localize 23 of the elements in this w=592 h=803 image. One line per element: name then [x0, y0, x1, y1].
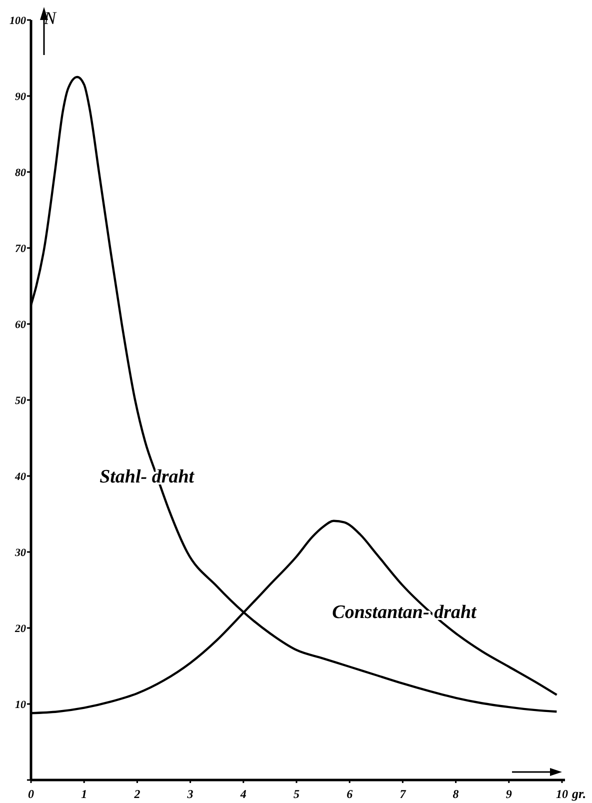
- y-tick-label: 100: [10, 14, 26, 27]
- x-tick-label: 5: [294, 787, 300, 801]
- y-tick-label: 20: [14, 622, 26, 635]
- series-label: Constantan- draht: [332, 602, 478, 623]
- y-tick-label: 90: [15, 90, 26, 103]
- y-tick-label: 40: [14, 470, 26, 483]
- y-tick-label: 60: [15, 318, 26, 331]
- x-tick-label: 4: [239, 787, 246, 801]
- y-tick-label: 30: [14, 546, 26, 559]
- x-tick-label: 2: [133, 787, 140, 801]
- x-tick-label: 8: [452, 787, 459, 801]
- y-tick-label: 80: [15, 166, 26, 179]
- x-tick-label: 10: [556, 787, 568, 801]
- x-tick-label: 1: [81, 787, 88, 801]
- x-tick-label: 9: [506, 787, 512, 801]
- x-tick-label: 3: [186, 787, 194, 801]
- x-tick-label: 6: [346, 787, 353, 801]
- x-axis-title: gr.: [571, 786, 586, 801]
- y-tick-label: 10: [15, 698, 26, 711]
- y-tick-label: 50: [15, 394, 26, 407]
- x-tick-label: 0: [28, 787, 34, 801]
- y-tick-label: 70: [15, 242, 26, 255]
- x-tick-label: 7: [400, 787, 407, 801]
